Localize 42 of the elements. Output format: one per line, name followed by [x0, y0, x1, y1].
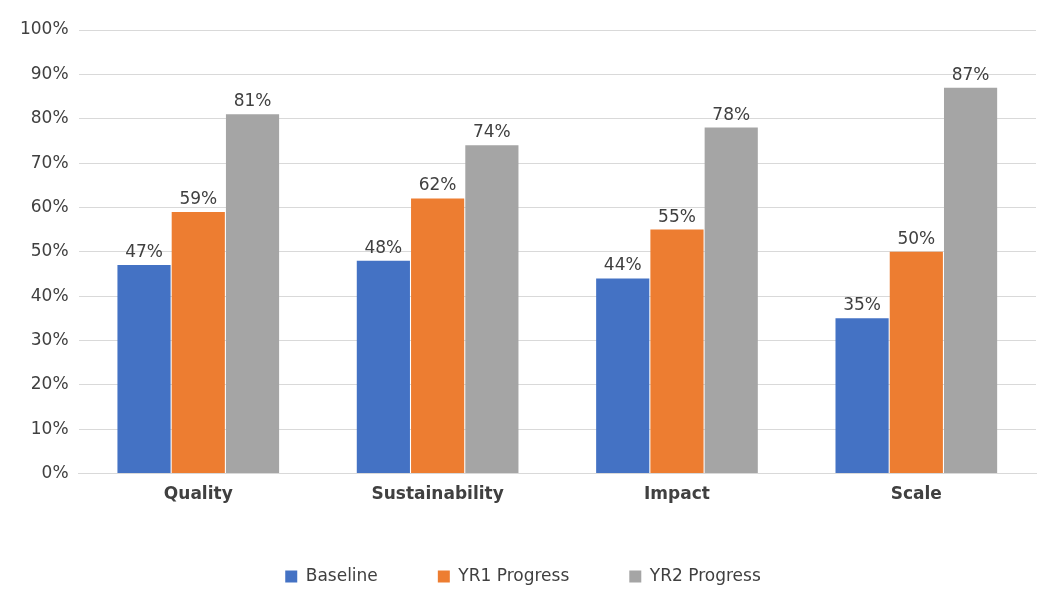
- y-tick-label: 90%: [30, 62, 69, 83]
- bar: [465, 145, 519, 474]
- x-tick-label: Scale: [890, 483, 942, 504]
- bar: [596, 278, 650, 474]
- data-label: 47%: [125, 241, 163, 262]
- bar: [650, 229, 704, 474]
- data-label: 44%: [603, 254, 642, 275]
- y-tick-label: 60%: [30, 195, 69, 216]
- data-label: 35%: [843, 294, 881, 315]
- y-tick-label: 20%: [30, 373, 69, 394]
- bar: [943, 87, 998, 474]
- y-tick-label: 70%: [30, 151, 69, 172]
- data-label: 59%: [179, 187, 218, 208]
- data-label: 48%: [364, 236, 403, 257]
- y-tick-label: 80%: [30, 107, 69, 128]
- data-label: 50%: [897, 227, 936, 248]
- legend-label: YR2 Progress: [648, 564, 761, 585]
- y-tick-label: 100%: [19, 18, 69, 39]
- data-label: 55%: [658, 205, 696, 226]
- legend-label: YR1 Progress: [457, 564, 570, 585]
- x-tick-label: Sustainability: [371, 483, 504, 504]
- x-tick-label: Impact: [644, 483, 710, 504]
- bar: [835, 318, 889, 474]
- x-tick-label: Quality: [163, 483, 233, 504]
- y-tick-label: 0%: [41, 462, 69, 483]
- legend-label: Baseline: [305, 564, 378, 585]
- y-tick-label: 50%: [30, 240, 69, 261]
- bar: [356, 260, 410, 474]
- data-label: 62%: [418, 174, 457, 195]
- data-label: 87%: [951, 63, 990, 84]
- y-tick-label: 30%: [30, 328, 69, 349]
- y-tick-label: 10%: [30, 417, 69, 438]
- bar: [225, 114, 280, 474]
- bar: [411, 198, 465, 474]
- bar: [704, 127, 758, 474]
- bar: [117, 265, 171, 474]
- data-label: 78%: [712, 103, 751, 124]
- data-label: 74%: [472, 121, 511, 142]
- y-tick-label: 40%: [30, 284, 69, 305]
- bar: [171, 211, 225, 474]
- bar: [889, 251, 943, 474]
- data-label: 81%: [233, 90, 272, 111]
